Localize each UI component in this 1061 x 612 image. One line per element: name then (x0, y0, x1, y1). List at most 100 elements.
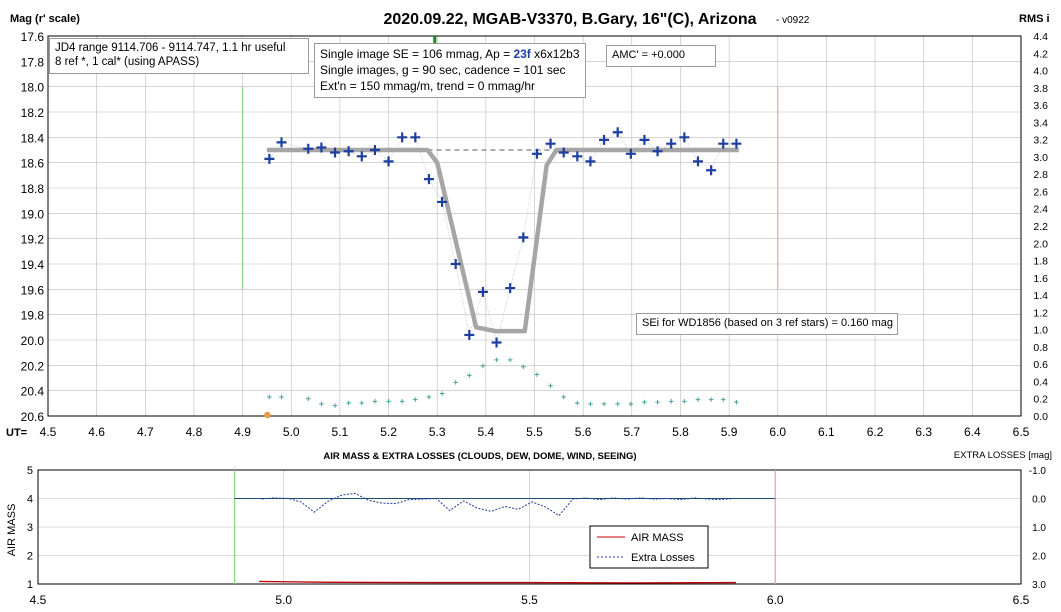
top-y-tick-4: 18.4 (21, 131, 45, 145)
top-x-tick-0: 4.5 (40, 425, 57, 439)
bottom-x-tick-1: 5.0 (275, 593, 292, 607)
top-x-tick-13: 5.8 (672, 425, 689, 439)
rms-point-26 (628, 401, 634, 407)
bottom-y-axis-label: AIR MASS (6, 504, 18, 557)
rms-point-5 (346, 400, 351, 406)
bottom-y2-tick-4: 3.0 (1032, 580, 1046, 591)
extra-losses-line (261, 492, 734, 517)
top-x-tick-1: 4.6 (88, 425, 105, 439)
bottom-y2-tick-1: 0.0 (1032, 495, 1046, 506)
rms-point-33 (720, 397, 726, 402)
data-point-1 (276, 137, 287, 148)
top-x-tick-14: 5.9 (721, 425, 738, 439)
bottom-plot-grid (37, 469, 1022, 585)
se-info-line-1: Single image SE = 106 mmag, Ap = 23f x6x… (320, 46, 580, 62)
top-y2-tick-2: 0.4 (1033, 376, 1048, 388)
data-point-18 (518, 232, 529, 243)
data-point-4 (330, 147, 341, 158)
rms-point-20 (548, 383, 553, 389)
bottom-x-tick-3: 6.0 (767, 593, 784, 607)
legend: AIR MASS Extra Losses (589, 525, 709, 569)
chart-title: 2020.09.22, MGAB-V3370, B.Gary, 16"(C), … (383, 11, 756, 28)
data-point-25 (612, 127, 623, 138)
data-point-32 (706, 165, 717, 176)
sei-info-text: SEi for WD1856 (based on 3 ref stars) = … (642, 317, 893, 329)
top-plot-border (47, 35, 1022, 417)
rms-point-22 (575, 400, 580, 406)
top-y-tick-15: 20.6 (21, 410, 45, 424)
x-axis-prefix: UT= (6, 427, 27, 439)
top-y-tick-14: 20.4 (21, 385, 45, 399)
data-point-34 (731, 138, 742, 149)
bottom-x-tick-labels: 4.5 5.0 5.5 6.0 6.5 (30, 593, 1030, 607)
data-point-14 (464, 329, 475, 340)
data-point-21 (558, 147, 569, 158)
rms-point-7 (372, 399, 378, 404)
top-y2-tick-17: 3.4 (1033, 117, 1048, 129)
se-info-line-1-post: x6x12b3 (530, 47, 580, 61)
top-y-tick-10: 19.6 (21, 283, 45, 297)
bottom-y-tick-2: 3 (27, 522, 33, 534)
top-y-tick-2: 18.0 (21, 81, 45, 95)
rms-point-9 (399, 399, 405, 404)
top-y2-tick-18: 3.6 (1033, 100, 1048, 112)
rms-point-16 (494, 357, 499, 363)
top-y2-tick-15: 3.0 (1033, 152, 1048, 164)
data-point-3 (316, 142, 327, 153)
top-y2-tick-4: 0.8 (1033, 342, 1048, 354)
data-point-23 (585, 156, 596, 167)
bottom-plot-border (37, 469, 1022, 585)
data-point-11 (423, 174, 434, 185)
data-point-22 (572, 151, 583, 162)
rms-point-4 (332, 403, 338, 408)
rms-point-29 (668, 399, 674, 404)
top-y-tick-6: 18.8 (21, 182, 45, 196)
top-y2-tick-10: 2.0 (1033, 238, 1048, 250)
jd-info-line-1: JD4 range 9114.706 - 9114.747, 1.1 hr us… (55, 42, 286, 54)
rms-point-30 (682, 399, 687, 404)
top-x-tick-2: 4.7 (137, 425, 154, 439)
top-y2-tick-19: 3.8 (1033, 83, 1048, 95)
top-x-tick-9: 5.4 (478, 425, 495, 439)
top-y-tick-7: 19.0 (21, 207, 45, 221)
data-point-2 (303, 143, 314, 154)
top-y2-tick-labels: 0.0 0.2 0.4 0.6 0.8 1.0 1.2 1.4 1.6 1.8 2.0 2.2 2.4 2… (1033, 31, 1048, 423)
bottom-y2-axis-label: EXTRA LOSSES [mag] (954, 450, 1052, 461)
data-point-20 (545, 138, 556, 149)
rms-point-21 (561, 394, 566, 400)
top-x-tick-15: 6.0 (769, 425, 786, 439)
bottom-plot-series (234, 470, 776, 584)
top-y-tick-labels: 17.6 17.8 18.0 18.2 18.4 18.6 18.8 19.0 19.2 19.4… (21, 30, 45, 424)
top-y2-tick-3: 0.6 (1033, 359, 1048, 371)
top-x-tick-5: 5.0 (283, 425, 300, 439)
data-point-5 (343, 146, 354, 157)
jd-info-box: JD4 range 9114.706 - 9114.747, 1.1 hr us… (49, 38, 309, 74)
legend-label-air-mass: AIR MASS (631, 532, 684, 544)
data-point-24 (599, 134, 610, 145)
bottom-x-tick-2: 5.5 (521, 593, 538, 607)
bottom-y2-tick-0: -1.0 (1029, 466, 1047, 477)
aperture-value: 23f (513, 47, 531, 61)
bottom-y2-tick-labels: -1.0 0.0 1.0 2.0 3.0 (1029, 466, 1047, 591)
top-y-tick-11: 19.8 (21, 309, 45, 323)
top-y-tick-8: 19.2 (21, 233, 45, 247)
rms-point-2 (305, 396, 311, 402)
top-y-tick-9: 19.4 (21, 258, 45, 272)
top-y2-tick-1: 0.2 (1033, 394, 1048, 406)
top-y2-tick-14: 2.8 (1033, 169, 1048, 181)
chart-version: - v0922 (776, 15, 810, 26)
rms-point-0 (267, 394, 272, 400)
data-point-12 (437, 196, 448, 207)
data-connecting-line (269, 131, 737, 344)
y-axis-label: Mag (r' scale) (10, 13, 80, 25)
rms-point-25 (615, 401, 620, 407)
rms-point-34 (734, 399, 739, 405)
bottom-y-tick-0: 1 (27, 579, 33, 591)
top-y2-tick-0: 0.0 (1033, 411, 1048, 423)
bottom-x-tick-0: 4.5 (30, 593, 47, 607)
rms-point-23 (588, 401, 593, 407)
top-y2-tick-21: 4.2 (1033, 48, 1048, 60)
top-x-tick-8: 5.3 (429, 425, 446, 439)
data-point-19 (531, 148, 542, 159)
